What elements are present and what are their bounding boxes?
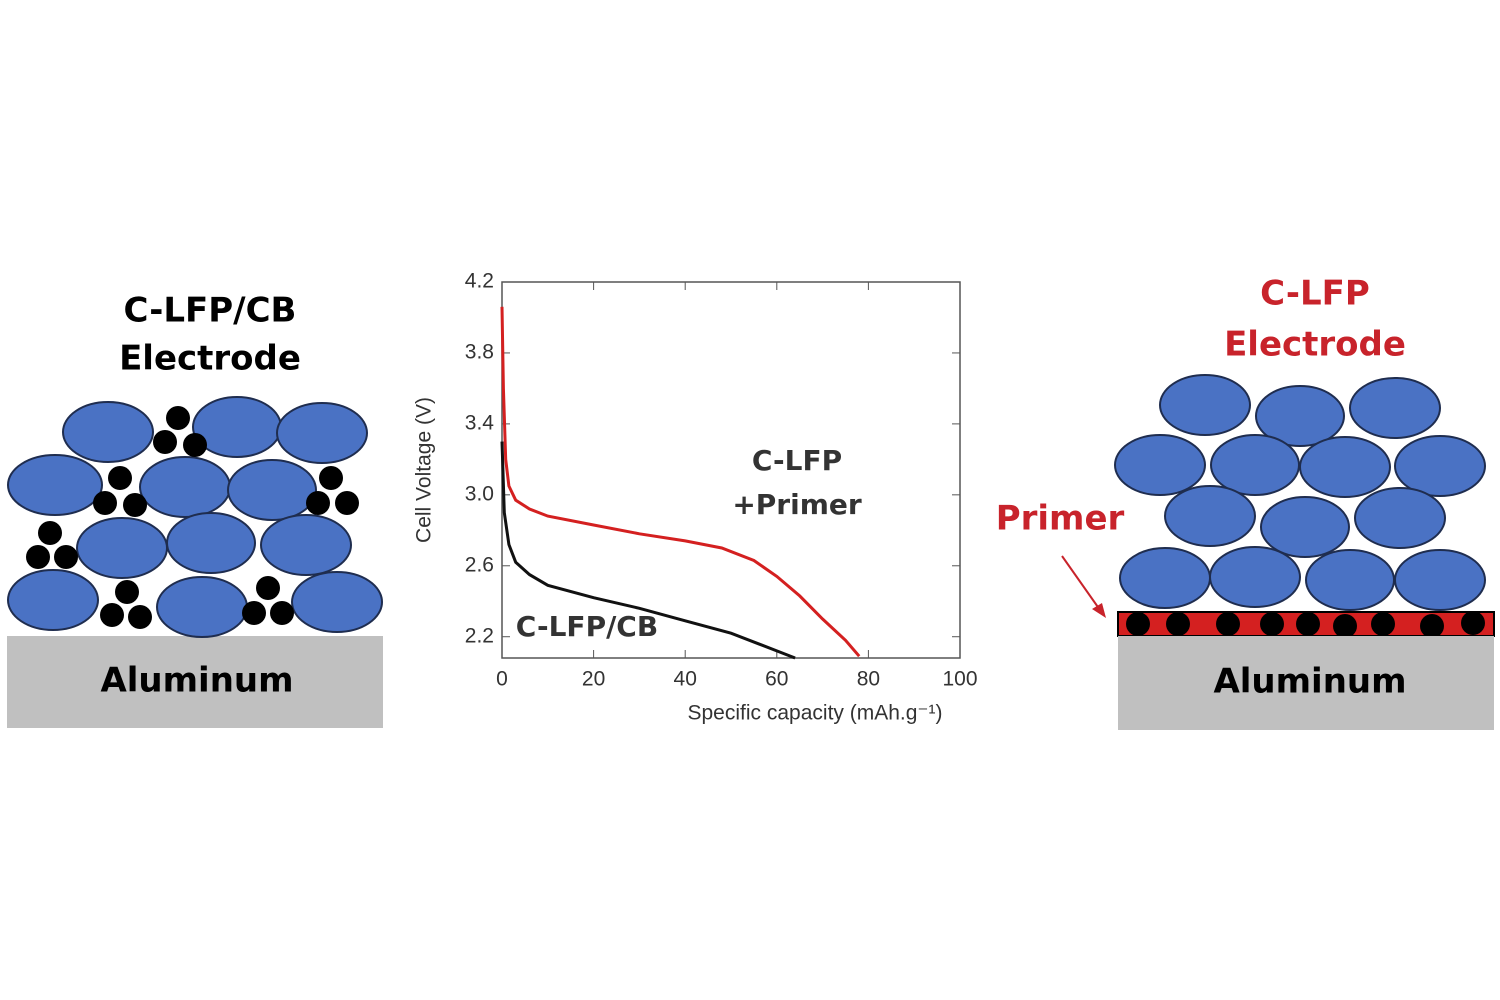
right-diagram: C-LFP Electrode Primer Aluminum <box>996 274 1495 730</box>
x-tick-label: 60 <box>765 668 788 691</box>
left-title: Electrode <box>119 339 301 379</box>
y-tick-label: 3.8 <box>465 340 494 363</box>
left-diagram: C-LFP/CB Electrode Aluminum <box>7 291 383 728</box>
aluminum-layer <box>7 636 383 728</box>
chart: Specific capacity (mAh.g⁻¹) Cell Voltage… <box>413 270 978 725</box>
x-tick-label: 0 <box>496 668 508 691</box>
x-tick-label: 80 <box>857 668 880 691</box>
series-label: C-LFP <box>752 444 842 477</box>
y-tick-label: 2.2 <box>465 624 494 647</box>
x-tick-label: 100 <box>942 668 977 691</box>
particles <box>7 396 383 638</box>
primer-particles <box>1126 611 1485 638</box>
primer-label: Primer <box>996 499 1125 539</box>
series-label: +Primer <box>732 488 862 521</box>
x-tick-label: 20 <box>582 668 605 691</box>
y-tick-label: 2.6 <box>465 553 494 576</box>
data-line <box>500 441 796 660</box>
substrate-label: Aluminum <box>100 661 293 701</box>
aluminum-layer <box>1118 636 1494 730</box>
y-axis-label: Cell Voltage (V) <box>413 397 436 543</box>
substrate-label: Aluminum <box>1213 662 1406 702</box>
x-tick-label: 40 <box>674 668 697 691</box>
x-axis-label: Specific capacity (mAh.g⁻¹) <box>688 702 943 725</box>
left-title: C-LFP/CB <box>124 291 297 331</box>
data-line <box>500 306 861 658</box>
arrow-head <box>1092 603 1106 618</box>
series-label: C-LFP/CB <box>516 610 658 643</box>
right-title: Electrode <box>1224 325 1406 365</box>
y-tick-label: 4.2 <box>465 270 494 293</box>
y-tick-label: 3.4 <box>465 411 495 434</box>
primer-arrow <box>1061 555 1101 611</box>
right-title: C-LFP <box>1260 274 1370 314</box>
particles <box>1114 374 1486 611</box>
y-tick-label: 3.0 <box>465 482 494 505</box>
